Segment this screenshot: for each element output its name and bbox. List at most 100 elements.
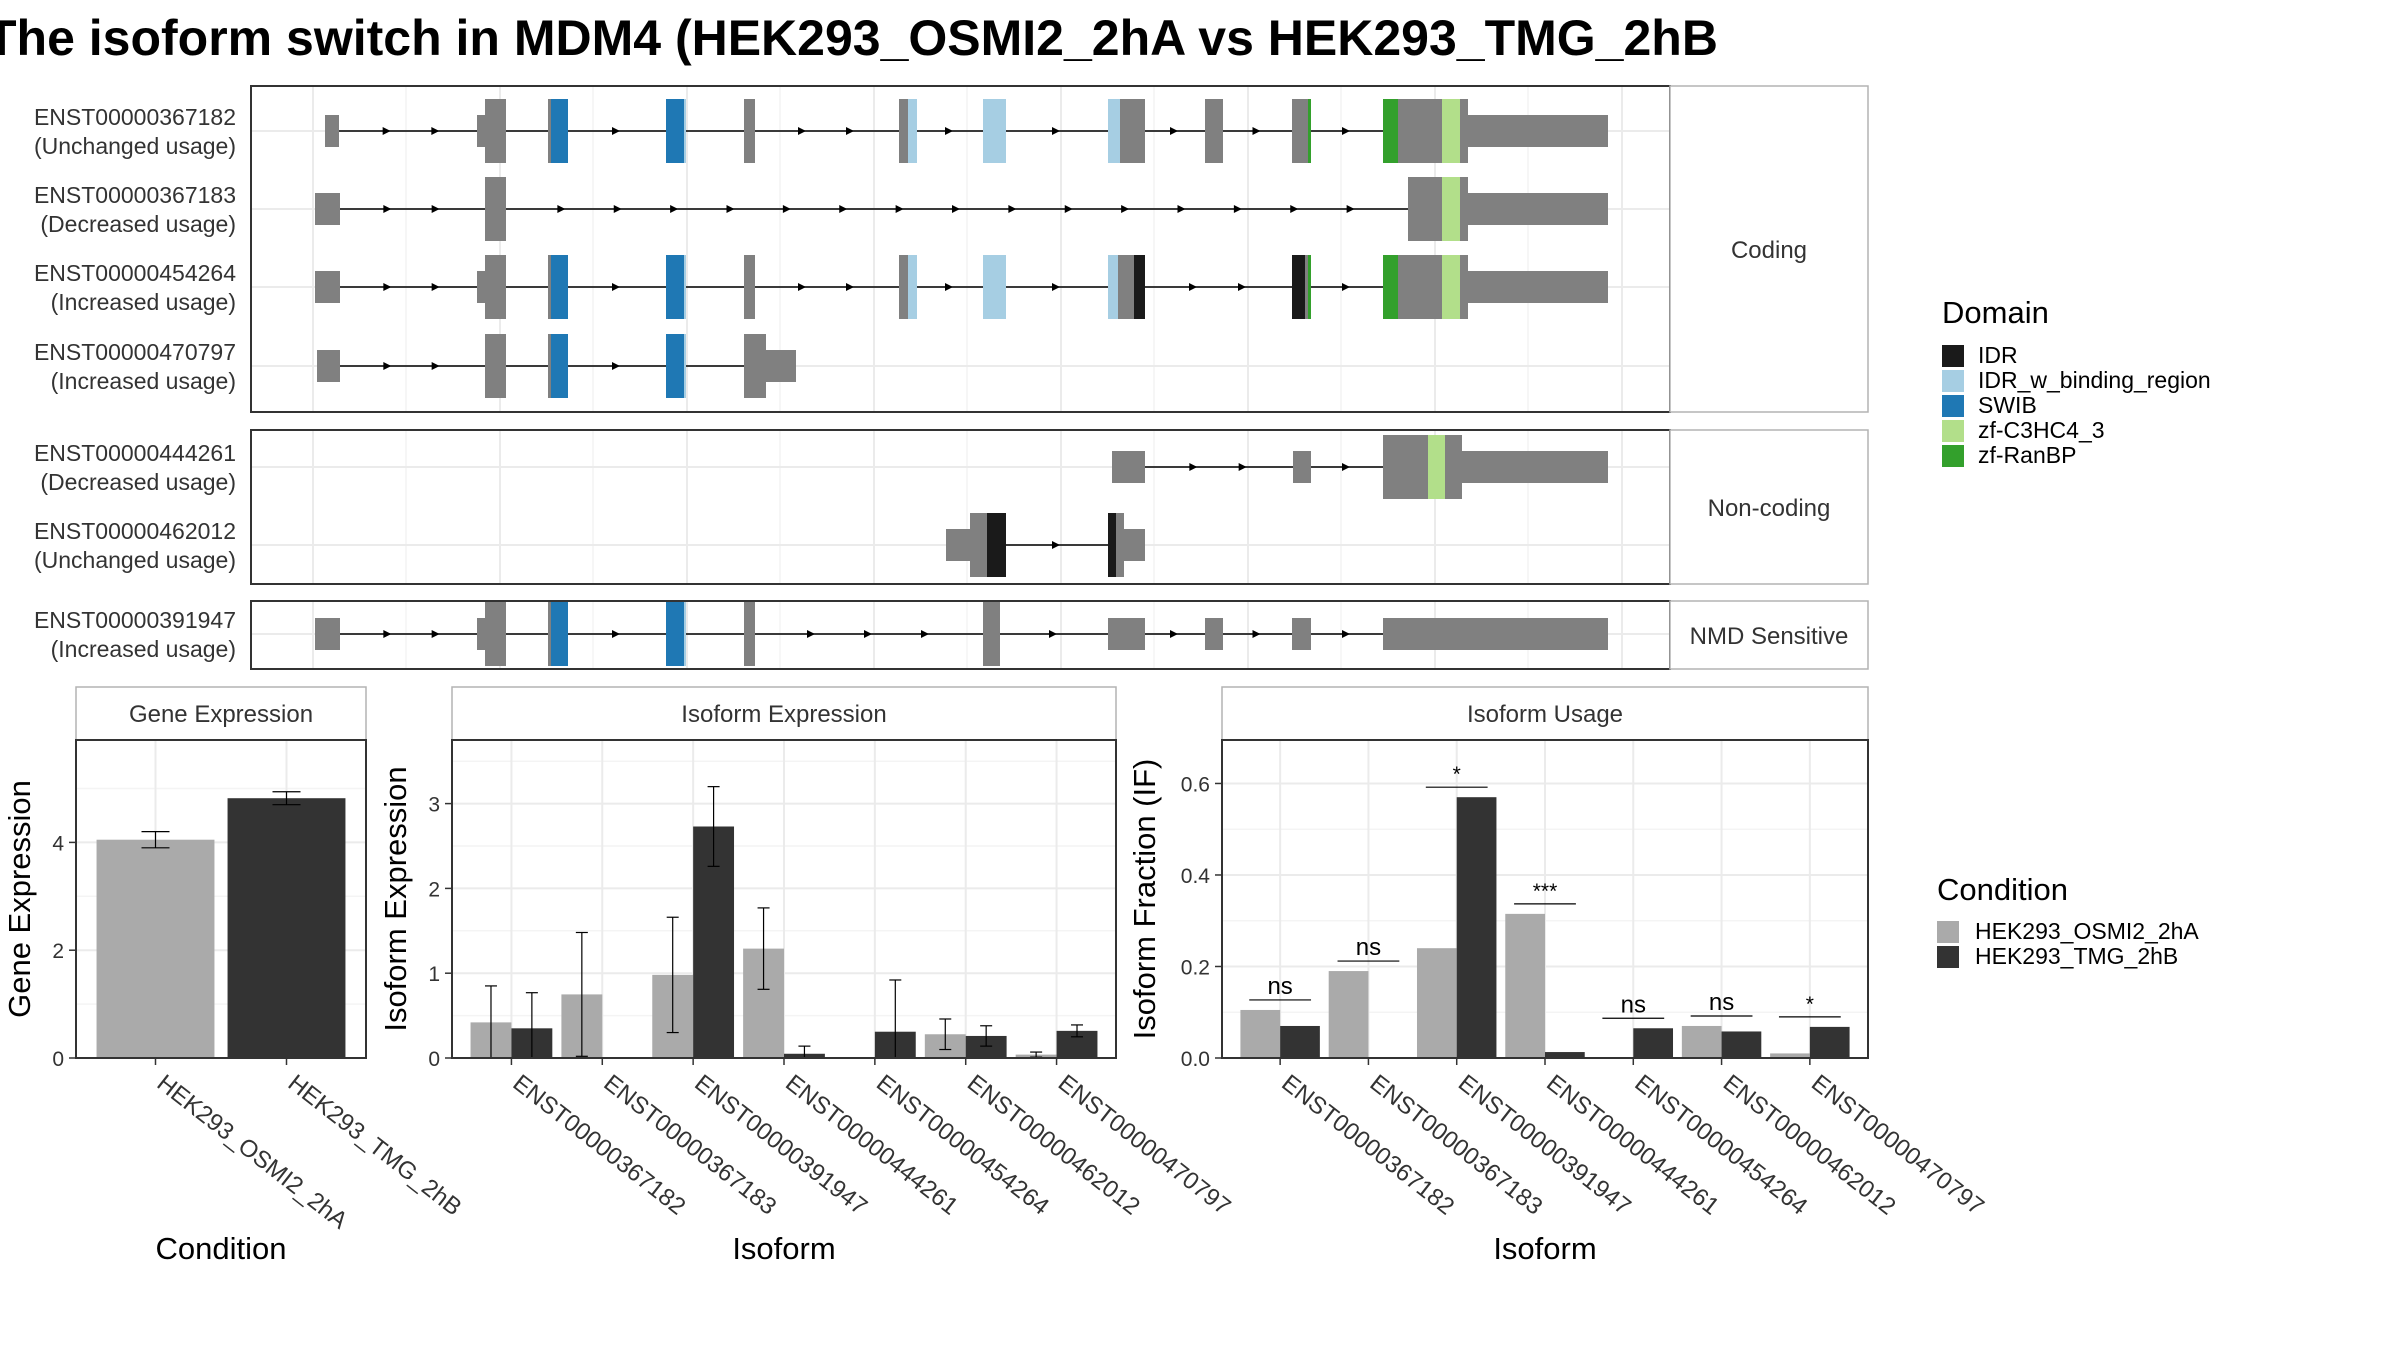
exon-cds bbox=[485, 602, 506, 666]
strand-arrow bbox=[945, 127, 953, 135]
strand-arrow bbox=[952, 205, 960, 213]
domain-IDR_w_binding_region bbox=[684, 255, 686, 319]
strand-arrow bbox=[807, 630, 815, 638]
significance-label: ns bbox=[1709, 989, 1734, 1016]
x-axis-title: Isoform bbox=[1493, 1231, 1596, 1266]
exon-utr bbox=[1462, 451, 1608, 483]
exon-cds bbox=[744, 255, 755, 319]
domain-IDR_w_binding_region bbox=[684, 99, 686, 163]
strand-arrow bbox=[782, 205, 791, 213]
isoform-id-label: ENST00000367182 bbox=[34, 104, 236, 130]
y-tick-label: 0.2 bbox=[1181, 956, 1210, 979]
isoform-usage-label: (Unchanged usage) bbox=[34, 547, 236, 573]
strand-arrow bbox=[431, 362, 440, 370]
exon-cds bbox=[1383, 435, 1428, 499]
exon-cds bbox=[744, 99, 755, 163]
bar bbox=[227, 798, 346, 1058]
strand-arrow bbox=[1064, 205, 1073, 213]
domain-legend-key bbox=[1942, 445, 1964, 467]
condition-legend-label: HEK293_TMG_2hB bbox=[1975, 943, 2178, 969]
exon-cds bbox=[1398, 99, 1442, 163]
strand-arrow bbox=[1290, 205, 1299, 213]
exon-cds bbox=[1292, 99, 1308, 163]
condition-legend-title: Condition bbox=[1937, 872, 2068, 907]
exon-cds bbox=[548, 255, 551, 319]
isoform-id-label: ENST00000470797 bbox=[34, 339, 236, 365]
strand-arrow bbox=[798, 283, 806, 291]
domain-SWIB bbox=[551, 99, 568, 163]
isoform-usage-label: (Increased usage) bbox=[51, 636, 236, 662]
isoform-usage-label: (Decreased usage) bbox=[40, 211, 236, 237]
exon-utr bbox=[1468, 271, 1608, 303]
exon-cds bbox=[548, 99, 551, 163]
domain-IDR_w_binding_region bbox=[1108, 255, 1118, 319]
domain-IDR_w_binding_region bbox=[908, 255, 917, 319]
exon-cds bbox=[1205, 99, 1223, 163]
strand-arrow bbox=[1238, 463, 1247, 471]
panel-strip-label: NMD Sensitive bbox=[1690, 623, 1849, 650]
exon bbox=[315, 193, 340, 225]
exon bbox=[1108, 618, 1145, 650]
significance-label: ns bbox=[1621, 991, 1646, 1018]
domain-legend-key bbox=[1942, 420, 1964, 442]
domain-zf-RanBP bbox=[1383, 255, 1398, 319]
strand-arrow bbox=[612, 630, 620, 638]
exon-cds bbox=[1408, 177, 1442, 241]
domain-legend-key bbox=[1942, 395, 1964, 417]
y-tick-label: 3 bbox=[428, 794, 440, 817]
exon bbox=[1112, 451, 1145, 483]
panel-strip-label: Coding bbox=[1731, 237, 1807, 264]
y-tick-label: 2 bbox=[428, 878, 440, 901]
exon-cds bbox=[744, 334, 766, 398]
strand-arrow bbox=[921, 630, 929, 638]
chart-strip bbox=[75, 686, 367, 741]
chart-title: Isoform Usage bbox=[1467, 701, 1623, 728]
exon-cds bbox=[1120, 99, 1145, 163]
chart-title: Isoform Expression bbox=[681, 701, 886, 728]
exon-cds bbox=[744, 602, 755, 666]
strand-arrow bbox=[612, 362, 620, 370]
panel-strip bbox=[1669, 600, 1869, 670]
strand-arrow bbox=[1233, 205, 1242, 213]
exon-utr bbox=[1468, 115, 1608, 147]
bar bbox=[1456, 797, 1497, 1058]
strand-arrow bbox=[1170, 127, 1178, 135]
legends: Domain IDRIDR_w_binding_regionSWIBzf-C3HC… bbox=[1937, 295, 2211, 969]
strand-arrow bbox=[383, 283, 392, 291]
strand-arrow bbox=[945, 283, 953, 291]
bar bbox=[1721, 1031, 1762, 1058]
strand-arrow bbox=[383, 205, 392, 213]
strand-arrow bbox=[1252, 630, 1261, 638]
exon bbox=[315, 271, 340, 303]
y-axis-title: Isoform Fraction (IF) bbox=[1127, 759, 1162, 1040]
strand-arrow bbox=[1342, 630, 1350, 638]
strand-arrow bbox=[612, 283, 620, 291]
domain-SWIB bbox=[666, 602, 684, 666]
plot-frame bbox=[75, 739, 367, 1059]
domain-legend-key bbox=[1942, 345, 1964, 367]
exon bbox=[317, 350, 340, 382]
domain-zf-RanBP bbox=[1308, 255, 1311, 319]
exon-utr bbox=[946, 529, 970, 561]
strand-arrow bbox=[613, 205, 622, 213]
strand-arrow bbox=[1346, 205, 1355, 213]
strand-arrow bbox=[1052, 283, 1060, 291]
domain-zf-RanBP bbox=[1383, 99, 1398, 163]
exon-utr bbox=[766, 350, 796, 382]
exon-cds bbox=[1305, 255, 1308, 319]
domain-SWIB bbox=[551, 602, 568, 666]
domain-SWIB bbox=[551, 255, 568, 319]
y-tick-label: 0 bbox=[428, 1048, 440, 1071]
exon-cds bbox=[1116, 513, 1124, 577]
condition-legend-label: HEK293_OSMI2_2hA bbox=[1975, 918, 2199, 944]
domain-IDR_w_binding_region bbox=[983, 99, 1006, 163]
exon-cds bbox=[485, 177, 506, 241]
y-tick-label: 4 bbox=[52, 832, 64, 855]
strand-arrow bbox=[383, 362, 392, 370]
panel-strip bbox=[1669, 429, 1869, 585]
exon-utr bbox=[477, 115, 485, 147]
exon bbox=[315, 618, 340, 650]
bar bbox=[1633, 1028, 1674, 1058]
strand-arrow bbox=[1008, 205, 1017, 213]
